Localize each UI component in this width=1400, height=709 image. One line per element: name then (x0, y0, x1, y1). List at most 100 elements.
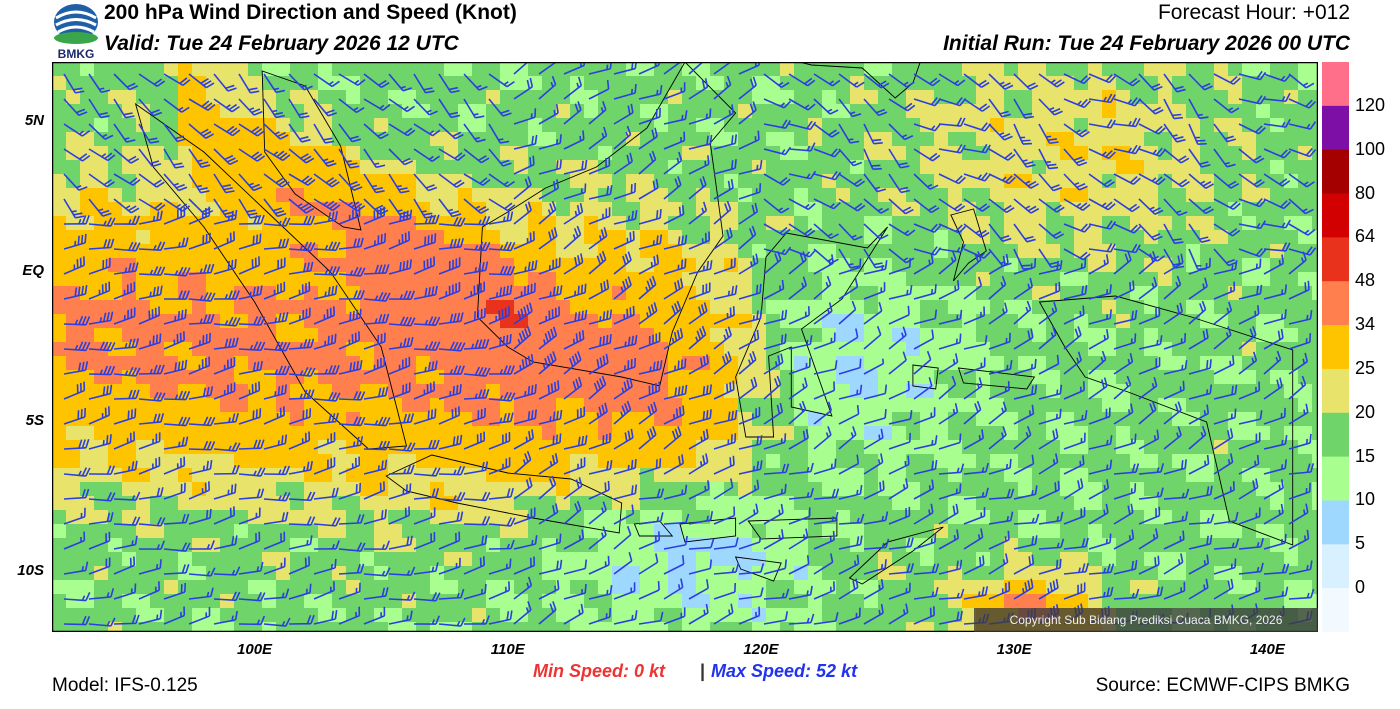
speed-cell (710, 398, 725, 413)
speed-cell (640, 482, 655, 497)
speed-cell (1130, 76, 1145, 91)
speed-cell (444, 104, 459, 119)
speed-cell (920, 398, 935, 413)
speed-cell (1060, 454, 1075, 469)
speed-cell (304, 608, 319, 623)
speed-cell (1158, 426, 1173, 441)
speed-cell (934, 118, 949, 133)
speed-cell (850, 62, 865, 77)
speed-cell (668, 146, 683, 161)
speed-cell (52, 384, 67, 399)
speed-cell (122, 62, 137, 77)
speed-cell (1172, 118, 1187, 133)
speed-cell (458, 244, 473, 259)
speed-cell (304, 300, 319, 315)
speed-cell (52, 188, 67, 203)
speed-cell (346, 146, 361, 161)
speed-cell (1172, 62, 1187, 77)
speed-cell (836, 524, 851, 539)
speed-cell (1214, 412, 1229, 427)
speed-cell (948, 188, 963, 203)
speed-cell (122, 524, 137, 539)
speed-cell (234, 552, 249, 567)
speed-cell (850, 202, 865, 217)
speed-cell (1270, 132, 1285, 147)
speed-cell (654, 370, 669, 385)
speed-cell (682, 104, 697, 119)
speed-cell (1004, 62, 1019, 77)
speed-cell (808, 160, 823, 175)
speed-cell (192, 552, 207, 567)
speed-cell (1186, 538, 1201, 553)
speed-cell (332, 188, 347, 203)
speed-cell (514, 412, 529, 427)
speed-cell (1032, 62, 1047, 77)
speed-cell (388, 552, 403, 567)
speed-cell (542, 244, 557, 259)
speed-cell (1270, 188, 1285, 203)
speed-cell (122, 188, 137, 203)
speed-cell (416, 62, 431, 77)
speed-cell (1102, 440, 1117, 455)
speed-cell (556, 496, 571, 511)
speed-cell (514, 342, 529, 357)
speed-cell (906, 202, 921, 217)
speed-cell (822, 356, 837, 371)
colorbar-swatch (1322, 149, 1349, 195)
speed-cell (864, 258, 879, 273)
speed-cell (1186, 230, 1201, 245)
speed-cell (640, 356, 655, 371)
speed-cell (682, 300, 697, 315)
speed-cell (1060, 426, 1075, 441)
speed-cell (1284, 482, 1299, 497)
speed-cell (528, 440, 543, 455)
speed-cell (906, 118, 921, 133)
speed-cell (472, 510, 487, 525)
speed-cell (1242, 426, 1257, 441)
initial-run: Initial Run: Tue 24 February 2026 00 UTC (943, 32, 1350, 55)
speed-cell (934, 258, 949, 273)
speed-cell (318, 426, 333, 441)
speed-cell (472, 160, 487, 175)
speed-cell (654, 426, 669, 441)
speed-cell (1228, 454, 1243, 469)
speed-cell (234, 258, 249, 273)
speed-cell (402, 118, 417, 133)
speed-cell (612, 202, 627, 217)
speed-cell (906, 146, 921, 161)
speed-cell (696, 188, 711, 203)
speed-cell (1074, 230, 1089, 245)
speed-cell (654, 272, 669, 287)
speed-cell (94, 118, 109, 133)
speed-cell (388, 580, 403, 595)
speed-cell (878, 342, 893, 357)
speed-cell (794, 90, 809, 105)
speed-cell (290, 328, 305, 343)
speed-cell (430, 76, 445, 91)
speed-cell (1228, 230, 1243, 245)
speed-cell (738, 468, 753, 483)
speed-cell (808, 104, 823, 119)
speed-cell (1172, 216, 1187, 231)
speed-cell (178, 300, 193, 315)
speed-cell (794, 258, 809, 273)
speed-cell (976, 90, 991, 105)
speed-cell (528, 482, 543, 497)
speed-cell (1186, 216, 1201, 231)
speed-cell (948, 62, 963, 77)
speed-cell (612, 580, 627, 595)
speed-cell (360, 90, 375, 105)
speed-cell (1298, 384, 1313, 399)
speed-cell (290, 272, 305, 287)
speed-cell (1186, 328, 1201, 343)
speed-cell (1130, 188, 1145, 203)
speed-cell (206, 398, 221, 413)
speed-cell (556, 230, 571, 245)
speed-cell (906, 594, 921, 609)
speed-cell (220, 90, 235, 105)
speed-cell (150, 230, 165, 245)
speed-cell (962, 76, 977, 91)
speed-cell (136, 510, 151, 525)
speed-cell (1256, 594, 1271, 609)
speed-cell (52, 202, 67, 217)
